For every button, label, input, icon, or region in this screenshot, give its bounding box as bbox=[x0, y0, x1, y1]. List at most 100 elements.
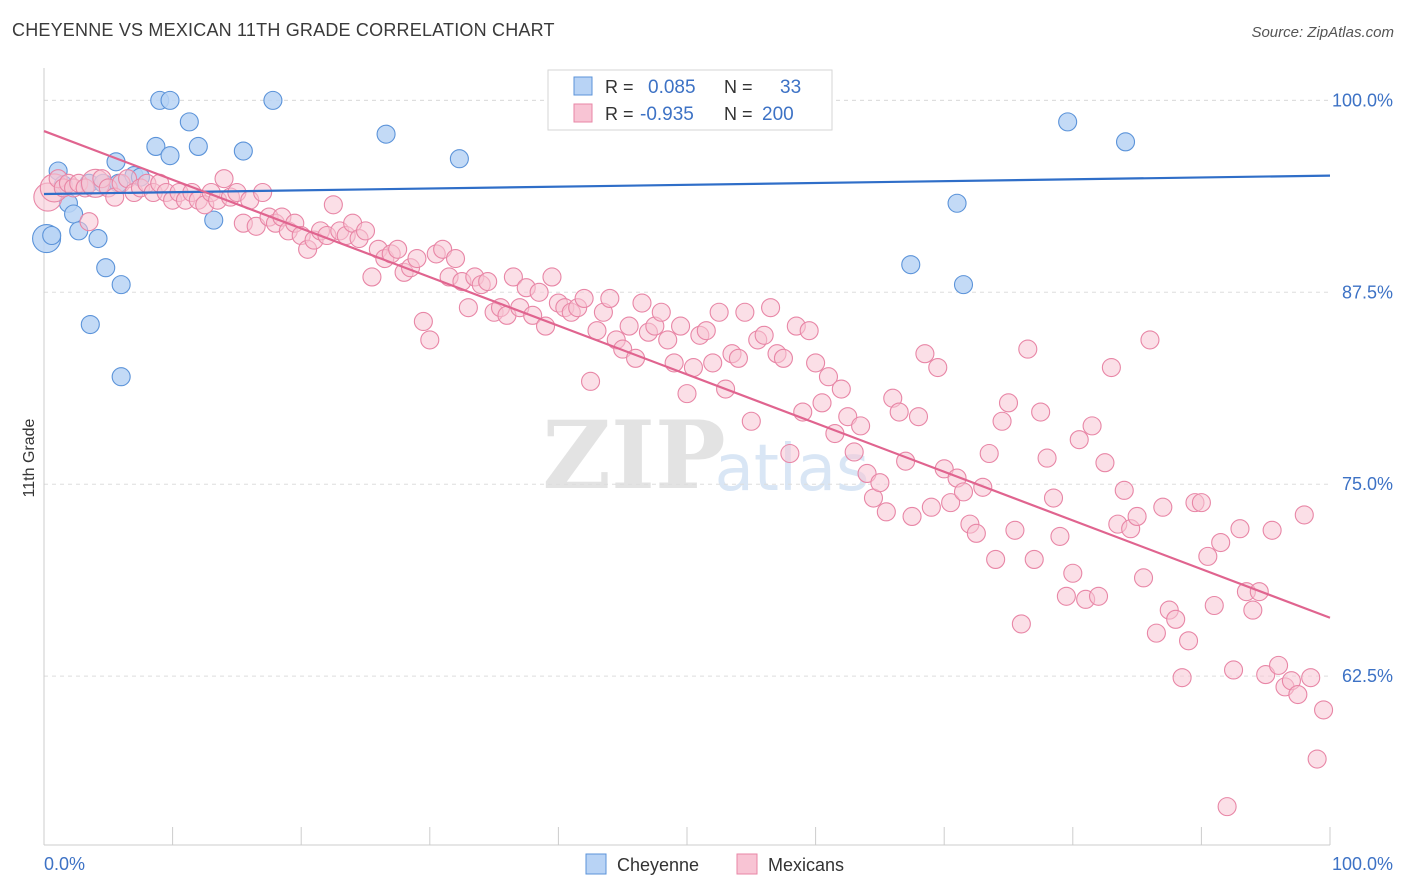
x-tick-label-min: 0.0% bbox=[44, 854, 85, 874]
point-mexicans bbox=[1063, 563, 1083, 583]
point-mexicans bbox=[503, 267, 523, 287]
point-mexicans bbox=[1294, 505, 1314, 525]
point-mexicans bbox=[754, 325, 774, 345]
y-tick-labels: 62.5% 75.0% 87.5% 100.0% bbox=[1332, 90, 1393, 686]
legend-r-value-mexicans: -0.935 bbox=[640, 104, 694, 125]
point-mexicans bbox=[844, 442, 864, 462]
point-mexicans bbox=[851, 416, 871, 436]
point-cheyenne bbox=[88, 229, 108, 249]
point-mexicans bbox=[908, 407, 929, 427]
legend-r-label-cheyenne: R = bbox=[605, 77, 634, 97]
point-cheyenne bbox=[111, 275, 131, 295]
point-mexicans bbox=[1191, 493, 1211, 513]
point-cheyenne bbox=[953, 275, 974, 295]
point-mexicans bbox=[1314, 700, 1334, 720]
point-cheyenne bbox=[146, 136, 166, 156]
watermark-zip: ZIP bbox=[542, 401, 725, 511]
point-mexicans bbox=[870, 473, 890, 493]
point-mexicans bbox=[735, 302, 755, 322]
point-mexicans bbox=[1204, 595, 1224, 616]
point-mexicans bbox=[677, 384, 697, 404]
point-mexicans bbox=[632, 293, 652, 313]
legend-item-mexicans: Mexicans bbox=[768, 855, 844, 875]
point-mexicans bbox=[214, 169, 234, 189]
point-mexicans bbox=[529, 282, 549, 302]
point-mexicans bbox=[1082, 416, 1102, 436]
watermark-atlas: atlas bbox=[715, 432, 870, 506]
point-mexicans bbox=[812, 393, 832, 413]
point-mexicans bbox=[1088, 586, 1109, 606]
trend-lines bbox=[43, 130, 1331, 619]
point-mexicans bbox=[574, 288, 594, 308]
point-mexicans bbox=[953, 482, 974, 502]
point-mexicans bbox=[1166, 609, 1186, 629]
point-mexicans bbox=[1153, 497, 1173, 517]
point-mexicans bbox=[619, 316, 639, 336]
point-mexicans bbox=[902, 506, 922, 526]
point-cheyenne bbox=[204, 210, 224, 230]
point-mexicans bbox=[703, 353, 723, 373]
legend-item-cheyenne: Cheyenne bbox=[617, 855, 699, 875]
point-mexicans bbox=[580, 371, 601, 391]
point-mexicans bbox=[1095, 453, 1115, 473]
point-mexicans bbox=[780, 443, 800, 464]
point-cheyenne bbox=[1115, 132, 1136, 152]
point-mexicans bbox=[761, 298, 781, 318]
point-mexicans bbox=[799, 321, 819, 341]
point-mexicans bbox=[388, 239, 408, 259]
x-tick-label-max: 100.0% bbox=[1332, 854, 1393, 874]
point-mexicans bbox=[979, 443, 999, 464]
point-mexicans bbox=[915, 344, 935, 364]
point-mexicans bbox=[1301, 668, 1321, 688]
point-cheyenne bbox=[947, 193, 967, 213]
point-mexicans bbox=[671, 316, 691, 336]
point-mexicans bbox=[420, 330, 440, 350]
point-mexicans bbox=[1140, 330, 1160, 350]
y-tick-label: 75.0% bbox=[1342, 474, 1393, 494]
point-mexicans bbox=[831, 379, 851, 399]
point-mexicans bbox=[407, 248, 427, 269]
point-cheyenne bbox=[96, 258, 116, 278]
trend-line-cheyenne bbox=[43, 174, 1331, 196]
point-mexicans bbox=[992, 411, 1012, 431]
point-cheyenne bbox=[901, 255, 921, 275]
y-tick-label: 62.5% bbox=[1342, 666, 1393, 686]
chart-title: CHEYENNE VS MEXICAN 11TH GRADE CORRELATI… bbox=[12, 20, 555, 40]
point-mexicans bbox=[1005, 520, 1025, 540]
point-mexicans bbox=[362, 267, 382, 287]
point-mexicans bbox=[773, 348, 794, 368]
legend-stats: R = 0.085 N = 33 R = -0.935 N = 200 bbox=[547, 69, 833, 131]
point-mexicans bbox=[1114, 480, 1134, 500]
point-cheyenne bbox=[188, 136, 208, 156]
legend-swatch-mexicans bbox=[573, 103, 593, 123]
point-mexicans bbox=[728, 348, 748, 368]
point-mexicans bbox=[998, 393, 1019, 413]
point-mexicans bbox=[941, 493, 961, 513]
point-mexicans bbox=[1230, 519, 1250, 539]
point-mexicans bbox=[79, 212, 99, 232]
point-mexicans bbox=[1211, 532, 1231, 553]
point-mexicans bbox=[253, 182, 273, 203]
point-mexicans bbox=[1269, 655, 1289, 675]
point-mexicans bbox=[458, 298, 478, 318]
legend-swatch-cheyenne bbox=[573, 76, 593, 96]
point-mexicans bbox=[876, 502, 896, 522]
point-mexicans bbox=[445, 248, 466, 269]
point-cheyenne bbox=[42, 225, 62, 246]
point-mexicans bbox=[1031, 402, 1051, 422]
point-mexicans bbox=[1018, 339, 1038, 359]
point-mexicans bbox=[1217, 797, 1237, 817]
point-mexicans bbox=[741, 411, 761, 431]
legend-r-label-mexicans: R = bbox=[605, 104, 634, 124]
point-mexicans bbox=[966, 523, 986, 543]
point-cheyenne bbox=[449, 149, 469, 169]
point-mexicans bbox=[478, 271, 498, 292]
y-tick-label: 100.0% bbox=[1332, 90, 1393, 110]
point-mexicans bbox=[1146, 623, 1166, 643]
y-axis-label: 11th Grade bbox=[21, 418, 38, 497]
point-mexicans bbox=[921, 497, 941, 517]
point-mexicans bbox=[246, 216, 266, 236]
point-mexicans bbox=[806, 353, 826, 373]
point-mexicans bbox=[1133, 568, 1154, 588]
point-mexicans bbox=[1178, 631, 1199, 651]
